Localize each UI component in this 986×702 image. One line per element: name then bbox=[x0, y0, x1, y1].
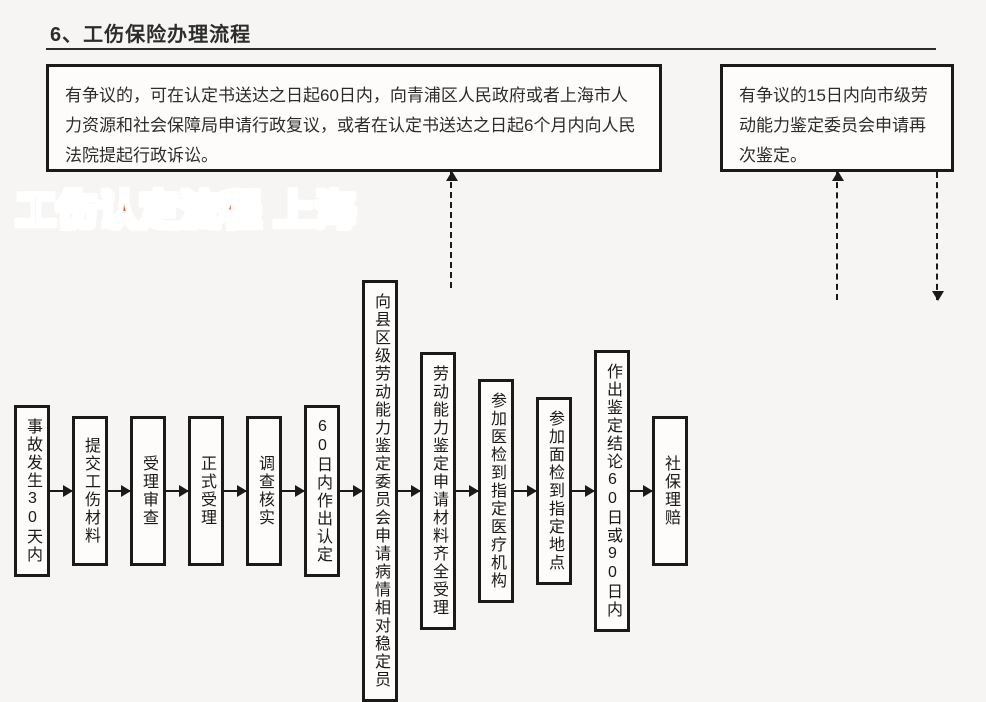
step-text-line: 参加医检 bbox=[486, 392, 506, 464]
step-submit-materials: 提交工伤材料 bbox=[72, 416, 108, 566]
step-designated-medical-check: 到指定医疗机构 参加医检 bbox=[478, 379, 514, 603]
dispute-note-left: 有争议的，可在认定书送达之日起60日内，向青浦区人民政府或者上海市人力资源和社会… bbox=[46, 64, 662, 172]
step-apply-county-assessment: 病情相对稳定员 向县区级劳动能力鉴定委员会申请 bbox=[362, 280, 398, 702]
arrow-icon bbox=[630, 490, 652, 492]
step-acceptance-review: 受理审查 bbox=[130, 416, 166, 566]
step-materials-complete-apply: 材料齐全受理 劳动能力鉴定申请 bbox=[420, 352, 456, 630]
step-text-line: 到指定医疗机构 bbox=[486, 464, 506, 590]
arrow-icon bbox=[166, 490, 188, 492]
step-conclusion-60-90d: 60日或90日内 作出鉴定结论 bbox=[594, 350, 630, 632]
step-text-line: 向县区级劳动能力鉴定委员会申请 bbox=[370, 293, 390, 563]
step-decision-60d: 60日内作出认定 bbox=[304, 405, 340, 577]
step-text-line: 60日或90日内 bbox=[602, 471, 622, 619]
arrow-icon bbox=[50, 490, 72, 492]
overlay-title-watermark: 工伤认定流程 上海 bbox=[16, 178, 356, 236]
section-title: 6、工伤保险办理流程 bbox=[50, 18, 251, 47]
step-text-line: 材料齐全受理 bbox=[428, 509, 448, 617]
title-underline bbox=[46, 48, 936, 50]
arrow-icon bbox=[340, 490, 362, 492]
step-text-line: 劳动能力鉴定申请 bbox=[428, 365, 448, 509]
arrow-icon bbox=[224, 490, 246, 492]
step-text-line: 病情相对稳定员 bbox=[370, 563, 390, 689]
arrow-icon bbox=[108, 490, 130, 492]
arrow-icon bbox=[398, 490, 420, 492]
step-text-line: 作出鉴定结论 bbox=[602, 363, 622, 471]
step-social-insurance-claim: 社保理赔 bbox=[652, 416, 688, 566]
step-text-line: 参加面检 bbox=[544, 410, 564, 482]
step-designated-site-check: 到指定地点 参加面检 bbox=[536, 397, 572, 585]
arrow-icon bbox=[456, 490, 478, 492]
flow-row: 事故发生30天内 提交工伤材料 受理审查 正式受理 调查核实 60日内作出认定 … bbox=[14, 280, 972, 702]
step-investigation: 调查核实 bbox=[246, 416, 282, 566]
dash-connector-s6 bbox=[450, 172, 452, 288]
step-formal-acceptance: 正式受理 bbox=[188, 416, 224, 566]
arrow-icon bbox=[514, 490, 536, 492]
dispute-note-right: 有争议的15日内向市级劳动能力鉴定委员会申请再次鉴定。 bbox=[720, 64, 954, 172]
arrow-icon bbox=[572, 490, 594, 492]
step-accident-30d: 事故发生30天内 bbox=[14, 405, 50, 577]
step-text-line: 到指定地点 bbox=[544, 482, 564, 572]
arrow-icon bbox=[282, 490, 304, 492]
